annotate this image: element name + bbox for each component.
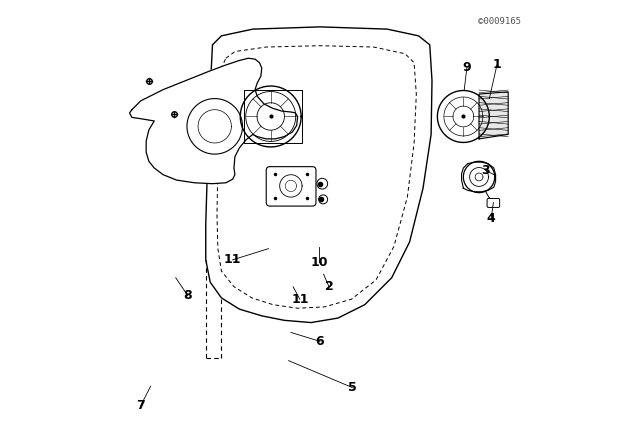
Text: ©0009165: ©0009165 <box>477 17 521 26</box>
Polygon shape <box>461 162 495 192</box>
Text: 11: 11 <box>291 293 308 306</box>
Circle shape <box>319 195 328 204</box>
Polygon shape <box>130 58 298 184</box>
Circle shape <box>317 178 328 189</box>
Text: 5: 5 <box>348 381 356 394</box>
Text: 8: 8 <box>184 289 192 302</box>
Text: 3: 3 <box>481 164 490 177</box>
Text: 1: 1 <box>493 58 501 72</box>
FancyBboxPatch shape <box>487 198 500 207</box>
Text: 6: 6 <box>316 335 324 348</box>
Text: 7: 7 <box>136 399 145 412</box>
Text: 2: 2 <box>324 280 333 293</box>
FancyBboxPatch shape <box>266 167 316 206</box>
Text: 10: 10 <box>310 255 328 269</box>
Text: 11: 11 <box>224 253 241 267</box>
Text: 9: 9 <box>463 60 471 74</box>
Text: 4: 4 <box>487 212 495 225</box>
Polygon shape <box>479 92 508 139</box>
